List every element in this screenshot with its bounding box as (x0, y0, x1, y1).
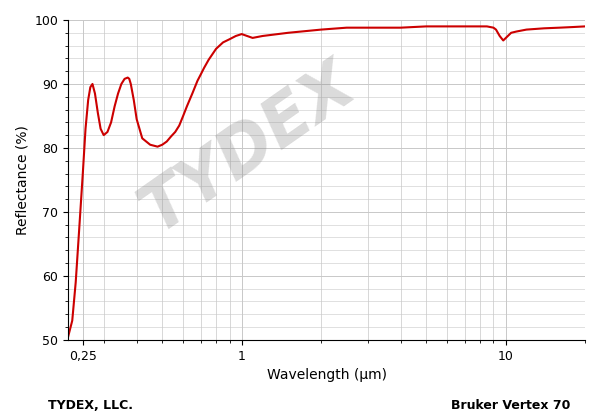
Text: Bruker Vertex 70: Bruker Vertex 70 (451, 399, 570, 412)
X-axis label: Wavelength (μm): Wavelength (μm) (266, 368, 386, 382)
Text: TYDEX: TYDEX (130, 51, 368, 245)
Text: TYDEX, LLC.: TYDEX, LLC. (48, 399, 133, 412)
Y-axis label: Reflectance (%): Reflectance (%) (15, 125, 29, 235)
